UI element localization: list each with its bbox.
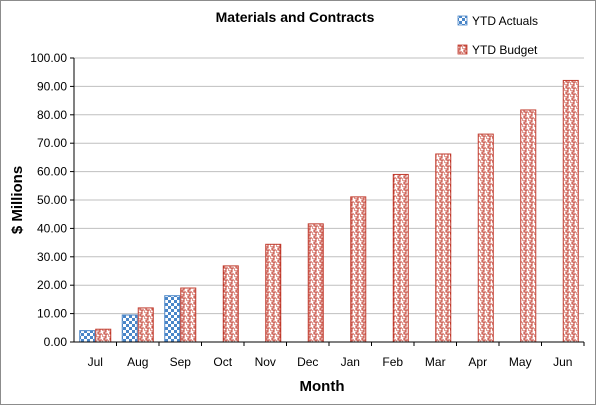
x-tick-label: Oct: [213, 355, 232, 369]
legend-swatch-ytd-actuals: [457, 15, 468, 26]
bar-ytd-budget-mar: [435, 153, 452, 343]
legend-label-ytd-budget: YTD Budget: [472, 43, 538, 57]
y-tick-label: 60.00: [37, 165, 67, 179]
y-tick-label: 100.00: [30, 51, 67, 65]
gridlines: [70, 57, 584, 343]
y-tick-label: 80.00: [37, 108, 67, 122]
x-tick-label: Feb: [382, 355, 403, 369]
legend: YTD Actuals YTD Budget: [457, 14, 538, 57]
x-axis-tick-labels: Jul Aug Sep Oct Nov Dec Jan Feb Mar Apr May Jun: [88, 342, 585, 369]
bar-ytd-budget-jul: [95, 328, 112, 343]
legend-label-ytd-actuals: YTD Actuals: [472, 14, 538, 28]
y-tick-label: 40.00: [37, 221, 67, 235]
y-tick-label: 0.00: [44, 335, 68, 349]
x-tick-label: Jan: [341, 355, 360, 369]
bar-ytd-budget-feb: [392, 173, 409, 343]
x-tick-label: Apr: [468, 355, 487, 369]
bar-ytd-budget-jan: [350, 196, 367, 343]
y-tick-label: 20.00: [37, 278, 67, 292]
bars: [79, 79, 579, 343]
x-tick-label: Jun: [553, 355, 572, 369]
y-tick-label: 30.00: [37, 250, 67, 264]
x-tick-label: Jul: [88, 355, 103, 369]
x-tick-label: Nov: [255, 355, 276, 369]
bar-ytd-actuals-sep: [164, 295, 181, 343]
legend-swatch-ytd-budget: [457, 44, 468, 55]
bar-ytd-actuals-jul: [79, 330, 96, 343]
bar-ytd-budget-may: [520, 109, 537, 343]
bar-ytd-budget-dec: [307, 223, 324, 343]
y-tick-label: 90.00: [37, 79, 67, 93]
bar-ytd-actuals-aug: [121, 314, 138, 343]
x-tick-label: Sep: [170, 355, 192, 369]
x-tick-label: Mar: [425, 355, 446, 369]
x-tick-label: Dec: [297, 355, 318, 369]
bar-ytd-budget-apr: [477, 133, 494, 343]
y-tick-label: 50.00: [37, 193, 67, 207]
x-tick-label: Aug: [127, 355, 148, 369]
y-axis-tick-labels: 0.00 10.00 20.00 30.00 40.00 50.00 60.00 70.00 8…: [30, 51, 67, 349]
bar-ytd-budget-oct: [222, 265, 239, 343]
bar-ytd-budget-aug: [137, 307, 154, 343]
y-tick-label: 70.00: [37, 136, 67, 150]
chart-title: Materials and Contracts: [216, 9, 375, 25]
x-tick-label: May: [509, 355, 532, 369]
y-tick-label: 10.00: [37, 307, 67, 321]
bar-ytd-budget-sep: [180, 287, 197, 343]
bar-ytd-budget-nov: [265, 243, 282, 343]
bar-ytd-budget-jun: [562, 79, 579, 343]
x-axis-title: Month: [300, 378, 345, 395]
y-axis-title: $ Millions: [9, 166, 26, 234]
